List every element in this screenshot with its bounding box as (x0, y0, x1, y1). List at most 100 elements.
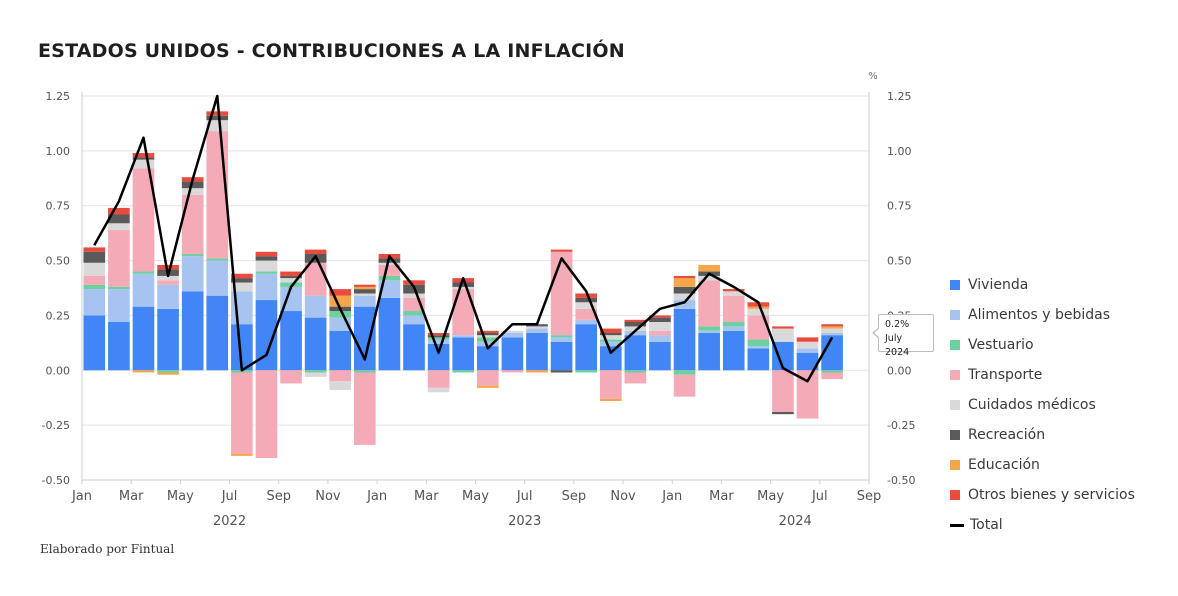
legend-label: Transporte (968, 367, 1043, 383)
legend-label: Recreación (968, 427, 1046, 443)
legend-label: Educación (968, 457, 1040, 473)
bar-segment (747, 348, 770, 371)
bar-segment (624, 326, 647, 331)
bar-segment (501, 332, 524, 338)
bar-segment (304, 295, 327, 318)
bar-segment (698, 264, 720, 272)
bar-segment (575, 293, 597, 298)
bar-segment (575, 324, 597, 371)
bar-segment (108, 214, 130, 224)
year-label: 2024 (779, 514, 812, 529)
bar-segment (698, 275, 720, 281)
bar-segment (772, 326, 794, 329)
bar-segment (378, 280, 401, 298)
bar-segment (821, 335, 843, 371)
bar-segment (206, 260, 229, 296)
bar-segment (575, 370, 597, 373)
legend-label: Otros bienes y servicios (968, 487, 1135, 503)
bar-segment (108, 207, 130, 215)
bar-segment (304, 317, 327, 371)
y-tick-label-right: -0.50 (887, 474, 915, 487)
legend-item[interactable]: Otros bienes y servicios (950, 480, 1135, 510)
bar-segment (599, 398, 622, 402)
y-tick-label-left: 0.75 (46, 200, 71, 213)
bar-segment (476, 337, 499, 342)
total-series-line (93, 94, 834, 383)
y-tick-label-right: -0.25 (887, 419, 915, 432)
bar-segment (722, 330, 745, 371)
bar-segment (673, 370, 696, 375)
bar-segment (427, 332, 450, 336)
bar-segment (83, 247, 106, 252)
legend-item[interactable]: Vestuario (950, 330, 1135, 360)
bar-segment (599, 332, 622, 336)
y-tick-label-left: 0.25 (46, 309, 71, 322)
bar-segment (403, 311, 425, 316)
bar-segment (354, 286, 376, 290)
bar-segment (108, 322, 130, 371)
x-tick-label: Jul (516, 489, 533, 504)
legend-item[interactable]: Total (950, 510, 1135, 540)
bar-segment (304, 249, 327, 254)
bar-segment (403, 324, 425, 371)
bar-segment (181, 181, 204, 189)
bar-segment (206, 258, 229, 261)
bar-segment (821, 326, 843, 329)
bar-segment (747, 339, 770, 347)
bar-segment (255, 251, 278, 257)
year-label: 2022 (213, 514, 246, 529)
x-tick-label: Jul (811, 489, 828, 504)
legend-item[interactable]: Alimentos y bebidas (950, 300, 1135, 330)
bar-segment (599, 346, 622, 371)
bar-segment (698, 280, 720, 327)
legend-item[interactable]: Recreación (950, 420, 1135, 450)
bar-segment (772, 341, 794, 371)
bar-segment (550, 335, 573, 338)
y-tick-label-left: -0.50 (42, 474, 70, 487)
x-tick-label: Jan (661, 489, 682, 504)
bar-segment (575, 308, 597, 320)
bar-segment (354, 370, 376, 373)
legend-swatch (950, 280, 960, 290)
bar-segment (599, 339, 622, 342)
legend-item[interactable]: Educación (950, 450, 1135, 480)
bar-segment (255, 273, 278, 301)
bar-segment (231, 453, 253, 456)
bar-segment (427, 339, 450, 344)
bar-segment (476, 346, 499, 371)
bar-segment (329, 295, 352, 307)
bar-segment (452, 289, 475, 336)
x-tick-label: Jan (71, 489, 92, 504)
year-label: 2023 (508, 514, 541, 529)
y-tick-label-left: 0.00 (46, 364, 71, 377)
bar-segment (83, 289, 106, 316)
bar-segment (231, 273, 253, 279)
bar-segment (821, 372, 843, 380)
legend-label: Vestuario (968, 337, 1034, 353)
bar-segment (673, 308, 696, 371)
bar-segment (722, 291, 745, 296)
bar-segment (403, 280, 425, 285)
legend-swatch (950, 340, 960, 350)
legend-item[interactable]: Vivienda (950, 270, 1135, 300)
legend-swatch (950, 370, 960, 380)
y-tick-label-left: 1.00 (46, 145, 71, 158)
y-tick-label-left: -0.25 (42, 419, 70, 432)
bar-segment (231, 278, 253, 283)
legend-item[interactable]: Cuidados médicos (950, 390, 1135, 420)
bar-segment (575, 302, 597, 309)
bar-segment (206, 295, 229, 371)
bar-segment (796, 370, 819, 419)
bar-segment (722, 326, 745, 331)
x-tick-label: Sep (857, 489, 882, 504)
legend-label: Alimentos y bebidas (968, 307, 1111, 323)
legend-item[interactable]: Transporte (950, 360, 1135, 390)
bar-segment (255, 260, 278, 272)
bar-segment (354, 289, 376, 294)
bar-segment (157, 264, 179, 270)
bar-segment (452, 286, 475, 290)
bar-segment (83, 284, 106, 290)
bar-segment (280, 271, 302, 276)
x-tick-label: Sep (266, 489, 291, 504)
bar-segment (181, 253, 204, 257)
